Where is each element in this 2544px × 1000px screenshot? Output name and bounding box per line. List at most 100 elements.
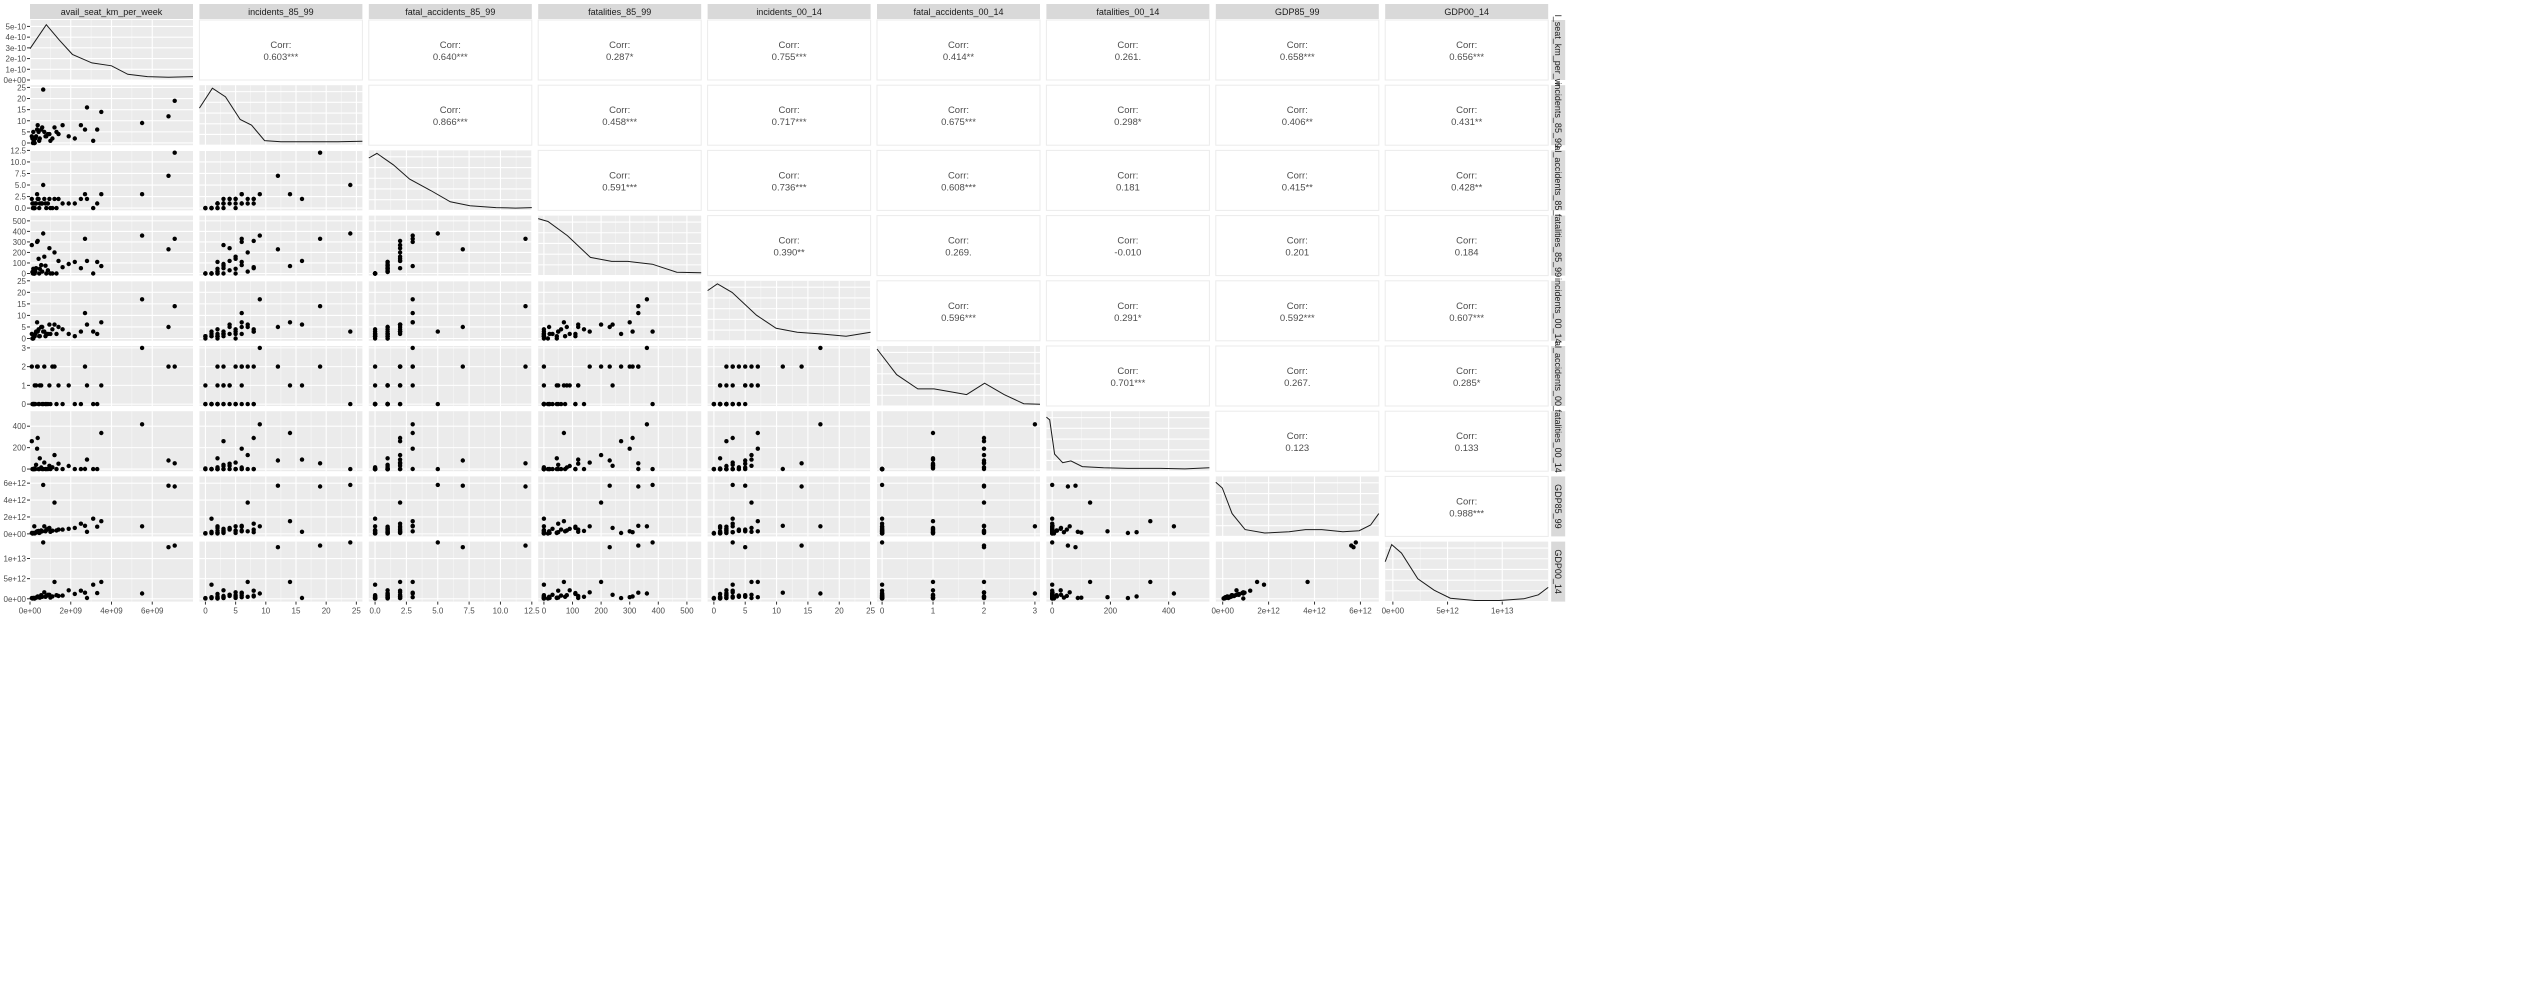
x-tick-label: 0 (542, 607, 547, 616)
y-tick-label: 5e-10 (6, 22, 27, 31)
x-tick-label: 10.0 (493, 607, 509, 616)
data-point (541, 327, 547, 332)
data-point (41, 540, 46, 545)
data-point (43, 134, 48, 139)
data-point (576, 383, 581, 388)
data-point (372, 466, 378, 472)
data-point (435, 329, 440, 334)
data-point (1134, 530, 1139, 535)
data-point (54, 271, 59, 276)
data-point (40, 125, 45, 130)
data-point (397, 250, 403, 255)
data-point (215, 364, 220, 369)
data-point (221, 594, 226, 599)
y-tick-label: 500 (13, 217, 27, 226)
y-tick-label: 3e-10 (6, 44, 27, 53)
data-point (348, 466, 353, 472)
y-tick-label: 4e+12 (4, 496, 27, 505)
strip-top (1385, 4, 1549, 19)
corr-value: -0.010 (1114, 248, 1141, 259)
data-point (630, 329, 635, 334)
panel-bg (538, 541, 702, 602)
strip-right-label: GDP85_99 (1553, 484, 1563, 529)
data-point (1050, 582, 1055, 587)
data-point (233, 466, 238, 472)
data-point (573, 590, 578, 596)
y-tick-label: 0e+00 (4, 595, 27, 604)
data-point (981, 590, 987, 595)
corr-value: 0.201 (1285, 248, 1309, 259)
data-point (78, 266, 84, 271)
data-point (598, 322, 604, 327)
data-point (1050, 590, 1055, 595)
data-point (42, 590, 47, 595)
corr-value: 0.123 (1285, 443, 1309, 454)
data-point (48, 331, 53, 337)
data-point (545, 336, 551, 341)
x-tick-label: 2e+12 (1257, 607, 1280, 616)
data-point (35, 435, 40, 441)
data-point (203, 595, 208, 601)
data-point (730, 460, 735, 465)
data-point (215, 401, 220, 407)
data-point (385, 466, 390, 472)
data-point (562, 529, 568, 534)
data-point (47, 525, 52, 531)
data-point (239, 320, 244, 325)
data-point (1064, 527, 1070, 532)
corr-panel (368, 19, 533, 81)
data-point (287, 383, 293, 388)
density-line (368, 152, 532, 209)
x-tick-label: 0.0 (370, 607, 382, 616)
data-point (541, 531, 547, 536)
data-point (410, 236, 415, 241)
data-point (251, 329, 256, 334)
data-point (257, 192, 262, 197)
data-point (84, 457, 90, 462)
data-point (573, 524, 578, 529)
data-point (239, 401, 244, 407)
data-point (981, 579, 987, 585)
data-point (221, 383, 226, 388)
corr-value: 0.287* (606, 52, 634, 63)
corr-value: 0.640*** (433, 52, 468, 63)
x-tick-label: 6e+12 (1349, 607, 1372, 616)
data-point (99, 320, 104, 325)
data-point (233, 460, 238, 465)
data-point (54, 205, 59, 211)
data-point (1171, 591, 1177, 596)
y-tick-label: 0e+00 (4, 530, 27, 539)
data-point (239, 262, 244, 268)
data-point (930, 430, 936, 436)
data-point (299, 595, 305, 601)
data-point (385, 590, 390, 596)
strip-top (368, 4, 532, 19)
data-point (47, 246, 52, 251)
data-point (1075, 595, 1081, 601)
data-point (56, 461, 61, 466)
data-point (82, 523, 88, 528)
data-point (99, 579, 104, 585)
data-point (755, 519, 760, 524)
data-point (95, 259, 100, 265)
data-point (1058, 588, 1063, 593)
density-line (538, 218, 702, 274)
corr-panel (537, 19, 702, 81)
data-point (736, 364, 742, 369)
y-tick-label: 200 (13, 248, 27, 257)
corr-panel (707, 19, 872, 81)
strip-right (1551, 215, 1566, 276)
panel-bg (1046, 541, 1210, 602)
data-point (37, 401, 42, 407)
data-point (78, 466, 84, 472)
corr-value: 0.261. (1115, 52, 1141, 63)
data-point (743, 383, 748, 388)
data-point (166, 364, 171, 369)
data-point (372, 582, 378, 587)
y-tick-label: 1e-10 (6, 65, 27, 74)
data-point (1073, 545, 1078, 550)
corr-panel (1215, 345, 1380, 407)
data-point (251, 435, 256, 441)
data-point (227, 401, 232, 407)
x-tick-label: 0e+00 (19, 607, 42, 616)
